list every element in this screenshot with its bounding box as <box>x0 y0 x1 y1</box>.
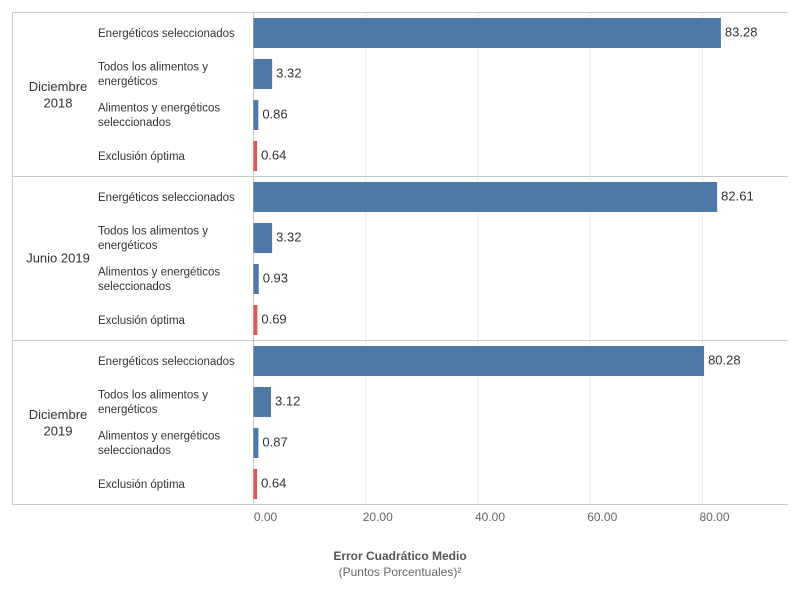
bar <box>253 223 273 253</box>
bar <box>253 346 705 376</box>
bar-value-label: 0.64 <box>261 475 286 490</box>
category-label: Alimentos y energéticos seleccionados <box>98 431 220 457</box>
bar-value-label: 83.28 <box>725 24 758 39</box>
category-label: Todos los alimentos y energéticos <box>98 390 208 416</box>
group-label: Diciembre 2019 <box>29 407 88 439</box>
bar-value-label: 3.12 <box>275 393 300 408</box>
x-tick-label: 40.00 <box>475 510 505 524</box>
x-tick-label: 0.00 <box>254 510 278 524</box>
category-label: Energéticos seleccionados <box>98 192 235 204</box>
category-label: Energéticos seleccionados <box>98 28 235 40</box>
bar-value-label: 3.32 <box>276 229 301 244</box>
bar-value-label: 3.32 <box>276 65 301 80</box>
category-label: Exclusión óptima <box>98 151 186 163</box>
group-label: Junio 2019 <box>26 251 90 266</box>
bar-value-label: 0.93 <box>263 270 288 285</box>
category-label: Exclusión óptima <box>98 479 186 491</box>
category-label: Exclusión óptima <box>98 315 186 327</box>
category-label: Alimentos y energéticos seleccionados <box>98 267 220 293</box>
category-label: Alimentos y energéticos seleccionados <box>98 103 220 129</box>
bar-value-label: 82.61 <box>721 188 754 203</box>
bar <box>253 100 259 130</box>
category-label: Todos los alimentos y energéticos <box>98 226 208 252</box>
bar <box>253 305 258 335</box>
bar-value-label: 0.86 <box>262 106 287 121</box>
bar-value-label: 0.69 <box>261 311 286 326</box>
bar-value-label: 80.28 <box>708 352 741 367</box>
x-axis-subtitle: (Puntos Porcentuales)² <box>339 565 462 579</box>
x-tick-label: 80.00 <box>699 510 729 524</box>
x-axis-title: Error Cuadrático Medio <box>333 549 466 563</box>
bar <box>253 264 259 294</box>
group-label: Diciembre 2018 <box>29 79 88 111</box>
bar <box>253 18 721 48</box>
bar <box>253 387 272 417</box>
bar-value-label: 0.64 <box>261 147 286 162</box>
x-tick-label: 20.00 <box>363 510 393 524</box>
bar <box>253 469 258 499</box>
bar <box>253 59 273 89</box>
bar-value-label: 0.87 <box>262 434 287 449</box>
bar <box>253 428 259 458</box>
category-label: Todos los alimentos y energéticos <box>98 62 208 88</box>
x-tick-label: 60.00 <box>587 510 617 524</box>
bar <box>253 182 718 212</box>
bar <box>253 141 258 171</box>
category-label: Energéticos seleccionados <box>98 356 235 368</box>
